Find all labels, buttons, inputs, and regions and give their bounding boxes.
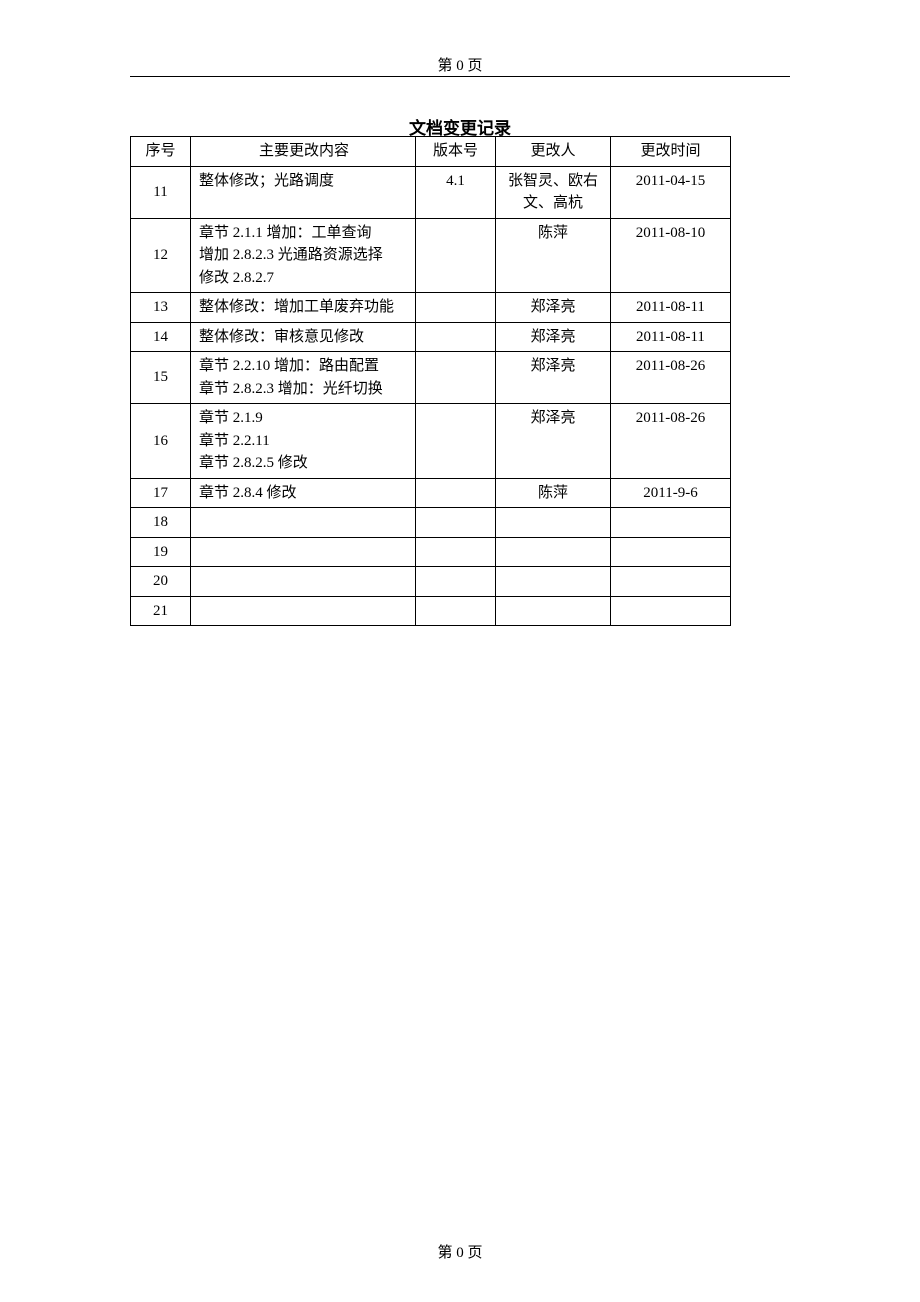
cell-version xyxy=(416,537,496,567)
cell-author: 陈萍 xyxy=(496,478,611,508)
table-row: 13 整体修改：增加工单废弃功能 郑泽亮 2011-08-11 xyxy=(131,293,731,323)
cell-seq: 15 xyxy=(131,352,191,404)
cell-author: 陈萍 xyxy=(496,218,611,293)
header-underline xyxy=(130,76,790,77)
cell-author xyxy=(496,596,611,626)
table-row: 15 章节 2.2.10 增加：路由配置章节 2.8.2.3 增加：光纤切换 郑… xyxy=(131,352,731,404)
header-date: 更改时间 xyxy=(611,137,731,167)
cell-seq: 21 xyxy=(131,596,191,626)
table-row: 17 章节 2.8.4 修改 陈萍 2011-9-6 xyxy=(131,478,731,508)
cell-seq: 18 xyxy=(131,508,191,538)
cell-seq: 19 xyxy=(131,537,191,567)
cell-content xyxy=(191,596,416,626)
cell-author xyxy=(496,567,611,597)
cell-content: 章节 2.1.1 增加：工单查询增加 2.8.2.3 光通路资源选择修改 2.8… xyxy=(191,218,416,293)
cell-version xyxy=(416,567,496,597)
cell-content: 整体修改：审核意见修改 xyxy=(191,322,416,352)
cell-date: 2011-08-26 xyxy=(611,404,731,479)
header-content: 主要更改内容 xyxy=(191,137,416,167)
cell-content xyxy=(191,537,416,567)
cell-date xyxy=(611,537,731,567)
cell-content: 整体修改：增加工单废弃功能 xyxy=(191,293,416,323)
page-footer: 第 0 页 xyxy=(0,1241,920,1262)
cell-content: 章节 2.8.4 修改 xyxy=(191,478,416,508)
cell-version xyxy=(416,293,496,323)
cell-version xyxy=(416,404,496,479)
cell-author: 郑泽亮 xyxy=(496,352,611,404)
table-row: 20 xyxy=(131,567,731,597)
cell-version xyxy=(416,596,496,626)
cell-seq: 16 xyxy=(131,404,191,479)
cell-date: 2011-08-10 xyxy=(611,218,731,293)
cell-seq: 11 xyxy=(131,166,191,218)
cell-seq: 17 xyxy=(131,478,191,508)
cell-date: 2011-08-11 xyxy=(611,322,731,352)
table-row: 16 章节 2.1.9章节 2.2.11章节 2.8.2.5 修改 郑泽亮 20… xyxy=(131,404,731,479)
cell-author: 张智灵、欧右文、高杭 xyxy=(496,166,611,218)
page-header: 第 0 页 xyxy=(0,54,920,75)
cell-author: 郑泽亮 xyxy=(496,404,611,479)
cell-seq: 12 xyxy=(131,218,191,293)
cell-version xyxy=(416,352,496,404)
table-row: 11 整体修改；光路调度 4.1 张智灵、欧右文、高杭 2011-04-15 xyxy=(131,166,731,218)
cell-author xyxy=(496,508,611,538)
cell-author: 郑泽亮 xyxy=(496,322,611,352)
table-row: 12 章节 2.1.1 增加：工单查询增加 2.8.2.3 光通路资源选择修改 … xyxy=(131,218,731,293)
header-author: 更改人 xyxy=(496,137,611,167)
table-row: 19 xyxy=(131,537,731,567)
cell-version: 4.1 xyxy=(416,166,496,218)
cell-content: 整体修改；光路调度 xyxy=(191,166,416,218)
cell-content: 章节 2.2.10 增加：路由配置章节 2.8.2.3 增加：光纤切换 xyxy=(191,352,416,404)
change-log-table: 序号 主要更改内容 版本号 更改人 更改时间 11 整体修改；光路调度 4.1 … xyxy=(130,136,731,626)
header-version: 版本号 xyxy=(416,137,496,167)
cell-seq: 14 xyxy=(131,322,191,352)
cell-date xyxy=(611,508,731,538)
cell-date: 2011-04-15 xyxy=(611,166,731,218)
cell-date xyxy=(611,596,731,626)
table-body: 11 整体修改；光路调度 4.1 张智灵、欧右文、高杭 2011-04-15 1… xyxy=(131,166,731,626)
table-row: 21 xyxy=(131,596,731,626)
cell-date: 2011-08-26 xyxy=(611,352,731,404)
cell-version xyxy=(416,478,496,508)
cell-author xyxy=(496,537,611,567)
cell-date: 2011-08-11 xyxy=(611,293,731,323)
cell-version xyxy=(416,508,496,538)
cell-date xyxy=(611,567,731,597)
table-row: 14 整体修改：审核意见修改 郑泽亮 2011-08-11 xyxy=(131,322,731,352)
cell-version xyxy=(416,322,496,352)
cell-seq: 20 xyxy=(131,567,191,597)
cell-content: 章节 2.1.9章节 2.2.11章节 2.8.2.5 修改 xyxy=(191,404,416,479)
cell-content xyxy=(191,508,416,538)
header-seq: 序号 xyxy=(131,137,191,167)
cell-date: 2011-9-6 xyxy=(611,478,731,508)
cell-author: 郑泽亮 xyxy=(496,293,611,323)
table-row: 18 xyxy=(131,508,731,538)
table-header-row: 序号 主要更改内容 版本号 更改人 更改时间 xyxy=(131,137,731,167)
cell-version xyxy=(416,218,496,293)
cell-seq: 13 xyxy=(131,293,191,323)
cell-content xyxy=(191,567,416,597)
